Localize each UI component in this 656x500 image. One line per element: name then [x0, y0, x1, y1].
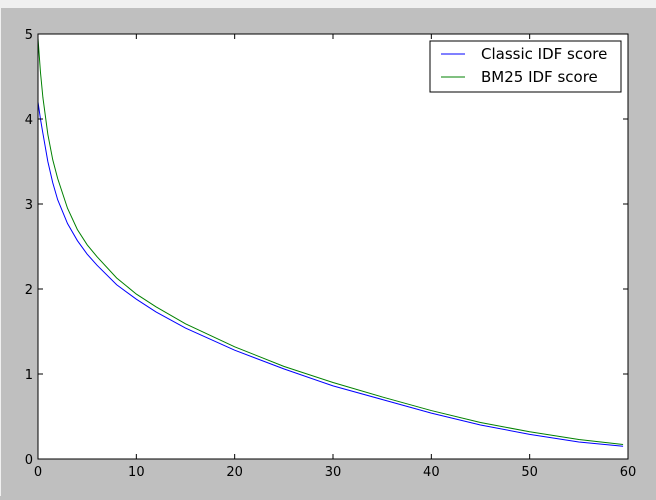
y-tick-label: 2 [25, 283, 33, 298]
y-tick-label: 0 [25, 453, 33, 468]
y-tick-label: 3 [25, 198, 33, 213]
y-tick-label: 1 [25, 368, 33, 383]
series-line-bm25-idf [37, 38, 624, 446]
x-tick-label: 10 [128, 465, 145, 480]
plot-area [38, 34, 628, 459]
x-tick-label: 40 [423, 465, 440, 480]
x-tick-label: 30 [325, 465, 342, 480]
legend-box [429, 40, 622, 93]
legend-label-bm25-idf: BM25 IDF score [481, 68, 598, 86]
series-line-classic-idf [37, 101, 624, 447]
legend-label-classic-idf: Classic IDF score [481, 45, 607, 63]
plot-frame [37, 33, 629, 460]
line-chart: 0 10 20 30 40 50 60 0 1 2 3 4 5 Classic IDF score BM… [25, 28, 637, 480]
y-tick-label: 5 [25, 28, 33, 43]
x-tick-label: 60 [620, 465, 637, 480]
y-tick-label: 4 [25, 113, 33, 128]
legend: Classic IDF score BM25 IDF score [429, 40, 622, 93]
x-tick-label: 50 [521, 465, 538, 480]
series-layer [37, 38, 624, 447]
x-tick-label: 20 [226, 465, 243, 480]
x-tick-label: 0 [34, 465, 42, 480]
